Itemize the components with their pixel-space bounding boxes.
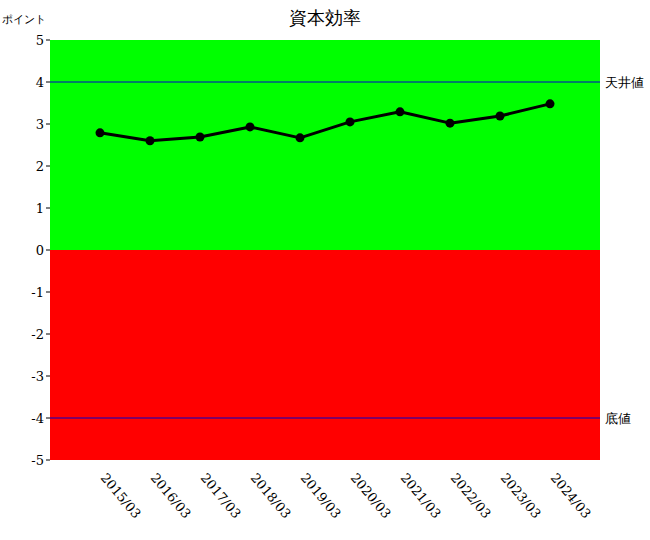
y-tick [46,40,50,41]
marker [96,128,105,137]
series [96,99,555,145]
y-tick-label: 1 [36,201,44,216]
y-tick-label: -3 [31,369,44,384]
x-tick-label: 2016/03 [148,470,194,521]
reference-line [50,418,600,419]
y-tick [46,334,50,335]
reference-label: 天井値 [605,75,644,90]
x-tick-label: 2015/03 [98,470,144,521]
y-tick-label: 4 [36,75,44,90]
marker [296,133,305,142]
bands [50,40,600,460]
y-label: ポイント [2,13,46,26]
y-tick [46,208,50,209]
x-tick-label: 2017/03 [198,470,244,521]
y-tick-label: -1 [31,285,44,300]
band [50,250,600,460]
reference-line [50,82,600,83]
marker [196,133,205,142]
x-tick-label: 2019/03 [298,470,344,521]
y-tick [46,418,50,419]
y-tick [46,82,50,83]
y-tick-label: 5 [36,33,44,48]
y-tick-label: 3 [36,117,44,132]
marker [446,119,455,128]
band [50,40,600,250]
marker [146,136,155,145]
x-tick-label: 2023/03 [498,470,544,521]
x-tick-label: 2021/03 [398,470,444,521]
line [100,104,550,141]
y-tick-label: 0 [36,243,44,258]
marker [496,112,505,121]
marker [396,107,405,116]
x-tick-label: 2018/03 [248,470,294,521]
y-tick-label: 2 [36,159,44,174]
y-tick [46,166,50,167]
title: 資本効率 [289,7,361,28]
x-tick-label: 2024/03 [548,470,594,521]
marker [546,99,555,108]
y-tick-label: -2 [31,327,44,342]
y-tick [46,250,50,251]
chart: 資本効率 ポイント -5 -4 -3 -2 -1 0 1 2 3 4 5 天井値底値 2015/032016… [0,0,650,540]
y-tick [46,376,50,377]
reference-label: 底値 [605,411,631,426]
x-tick-label: 2022/03 [448,470,494,521]
y-tick-label: -4 [31,411,44,426]
y-tick-label: -5 [31,453,44,468]
x-tick-label: 2020/03 [348,470,394,521]
marker [346,117,355,126]
marker [246,122,255,131]
y-tick [46,292,50,293]
y-tick [46,460,50,461]
y-tick [46,124,50,125]
